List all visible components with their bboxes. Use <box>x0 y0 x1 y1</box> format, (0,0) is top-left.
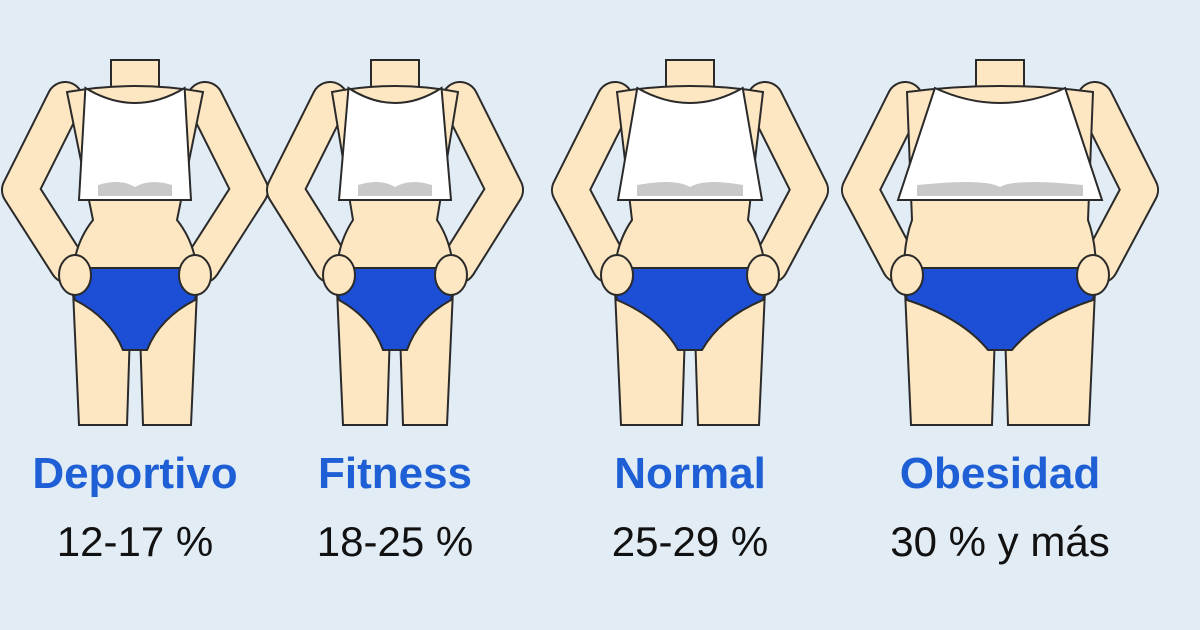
arm <box>843 83 922 282</box>
panel-label: Obesidad <box>900 449 1101 498</box>
top-shade <box>358 181 432 196</box>
hand <box>322 254 356 296</box>
top-shade <box>917 181 1083 196</box>
arm <box>748 83 827 282</box>
top <box>77 86 193 201</box>
briefs <box>331 267 459 351</box>
hand <box>746 254 780 296</box>
top-shade <box>637 181 743 196</box>
briefs <box>67 267 203 351</box>
panel-label: Normal <box>614 449 766 498</box>
briefs <box>609 267 771 351</box>
hand <box>178 254 212 296</box>
arm <box>441 83 522 282</box>
panel-range: 30 % y más <box>890 518 1109 565</box>
panel-range: 25-29 % <box>612 518 768 565</box>
top <box>337 86 453 201</box>
briefs <box>899 267 1101 351</box>
arm <box>185 83 267 282</box>
arm <box>1078 83 1157 282</box>
arm <box>268 83 349 282</box>
arm <box>3 83 85 282</box>
panel-label: Deportivo <box>32 449 237 498</box>
top-shade <box>98 181 172 196</box>
hand <box>890 254 924 296</box>
arm <box>553 83 632 282</box>
panel-range: 12-17 % <box>57 518 213 565</box>
hand <box>58 254 92 296</box>
top <box>896 86 1104 201</box>
top <box>616 86 764 201</box>
panel-range: 18-25 % <box>317 518 473 565</box>
hand <box>434 254 468 296</box>
hand <box>600 254 634 296</box>
panel-label: Fitness <box>318 449 472 498</box>
hand <box>1076 254 1110 296</box>
